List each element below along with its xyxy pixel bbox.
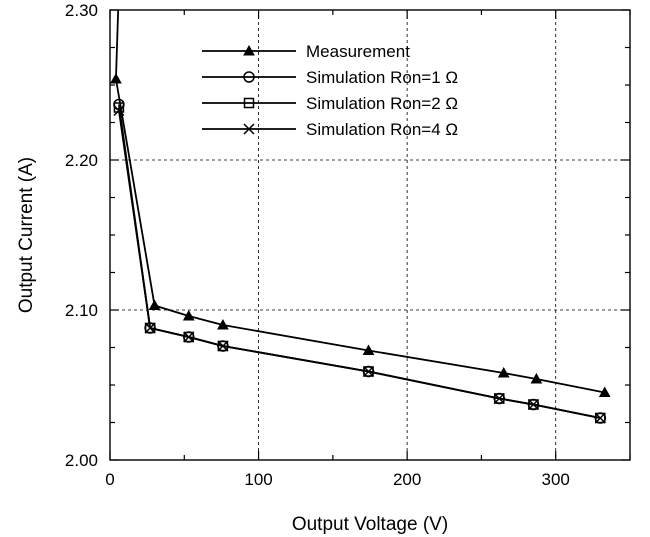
data-point — [183, 331, 195, 343]
series-line — [118, 107, 601, 419]
x-tick-label: 200 — [393, 470, 421, 489]
legend-marker — [243, 44, 255, 56]
data-point — [362, 365, 375, 378]
legend-label: Simulation Ron=1 Ω — [306, 68, 458, 87]
data-point — [183, 331, 194, 343]
legend-item: Simulation Ron=4 Ω — [202, 120, 458, 139]
data-point — [594, 412, 606, 424]
legend-label: Simulation Ron=4 Ω — [306, 120, 458, 139]
series-4 — [113, 104, 606, 424]
y-tick-label: 2.00 — [65, 451, 98, 470]
series-layer — [110, 9, 611, 424]
legend-marker — [243, 71, 255, 83]
data-point — [493, 392, 505, 405]
legend-item: Measurement — [202, 42, 410, 61]
y-axis-title: Output Current (A) — [16, 157, 37, 313]
data-point — [217, 318, 229, 330]
legend-label: Measurement — [306, 42, 410, 61]
legend-marker — [243, 123, 255, 135]
series-line — [118, 110, 601, 419]
data-point — [598, 386, 611, 397]
x-axis-title: Output Voltage (V) — [292, 514, 448, 535]
x-tick-label: 300 — [542, 470, 570, 489]
series-1 — [110, 9, 611, 397]
data-point — [362, 344, 375, 355]
tick-labels: 0 100 200 300 2.00 2.10 2.20 2.30 — [65, 1, 570, 489]
legend-marker — [243, 97, 255, 109]
y-tick-label: 2.30 — [65, 1, 98, 20]
data-point — [144, 322, 156, 334]
grid-lines — [110, 10, 630, 460]
data-point — [497, 366, 510, 378]
data-point — [110, 72, 122, 84]
data-point — [217, 340, 229, 352]
series-line — [118, 104, 601, 419]
axis-ticks — [109, 9, 631, 461]
y-tick-label: 2.20 — [65, 151, 98, 170]
legend: Measurement Simulation Ron=1 Ω Simulation … — [202, 42, 458, 139]
x-tick-label: 100 — [244, 470, 272, 489]
series-3 — [113, 102, 606, 424]
series-2 — [113, 98, 607, 424]
data-point — [113, 104, 125, 117]
y-tick-label: 2.10 — [65, 301, 98, 320]
data-point — [527, 398, 539, 411]
legend-item: Simulation Ron=1 Ω — [202, 68, 458, 87]
legend-item: Simulation Ron=2 Ω — [202, 94, 458, 113]
data-point — [148, 299, 161, 310]
x-tick-label: 0 — [105, 470, 114, 489]
data-point — [530, 372, 543, 384]
data-point — [182, 309, 195, 321]
legend-label: Simulation Ron=2 Ω — [306, 94, 458, 113]
